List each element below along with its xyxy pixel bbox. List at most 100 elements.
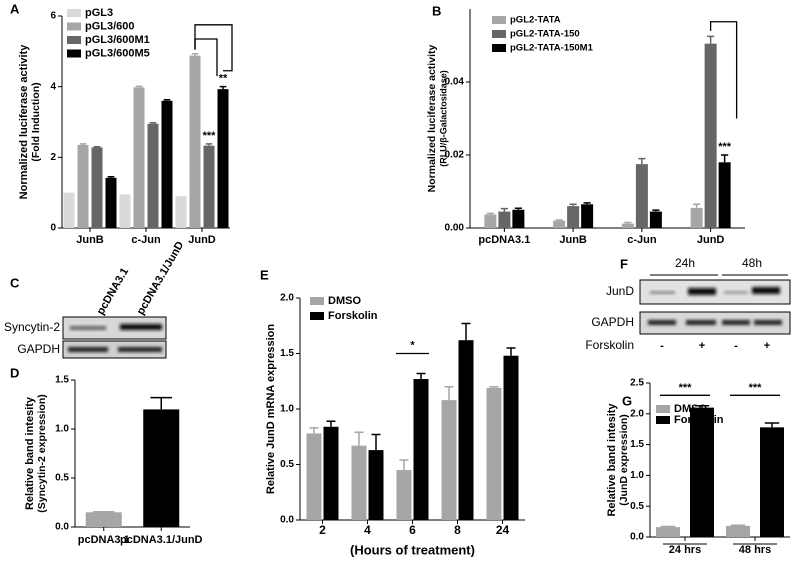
bar xyxy=(143,409,180,527)
annotation: * xyxy=(410,339,415,351)
legend-label: pGL3 xyxy=(85,7,113,19)
bar xyxy=(512,209,525,228)
bar xyxy=(486,387,502,520)
error-bar xyxy=(660,525,676,528)
y-tick-label: 1.0 xyxy=(280,404,294,415)
error-bar xyxy=(583,202,591,205)
y-tick-label: 0.5 xyxy=(55,473,69,484)
y-tick-label: 0.0 xyxy=(630,532,644,543)
band xyxy=(686,320,716,325)
band xyxy=(118,347,162,352)
y-axis-label: Relative band intesity xyxy=(24,396,36,510)
x-axis-label: (Hours of treatment) xyxy=(350,542,475,557)
y-axis-label: Normalized luciferase activity xyxy=(426,45,438,193)
bar xyxy=(63,192,75,228)
timepoint-label: 48h xyxy=(742,256,762,270)
error-bar xyxy=(730,524,746,527)
error-bar xyxy=(652,209,660,212)
error-bar xyxy=(514,207,522,210)
row-label: GAPDH xyxy=(17,342,60,356)
legend-label: Forskolin xyxy=(328,310,378,322)
row-label: Syncytin-2 xyxy=(4,320,60,334)
panel-letter: D xyxy=(10,365,19,380)
error-bar xyxy=(444,386,454,401)
x-tick-label: JunD xyxy=(697,234,725,246)
legend-swatch xyxy=(67,22,81,31)
legend-label: pGL3/600M1 xyxy=(85,34,150,46)
lane-sign: + xyxy=(764,340,770,352)
bar xyxy=(458,340,474,520)
legend-swatch xyxy=(492,30,506,38)
lane-sign: + xyxy=(699,340,705,352)
bar xyxy=(726,525,750,537)
lane-sign: - xyxy=(660,340,664,352)
bar xyxy=(161,100,173,228)
bar xyxy=(760,427,784,537)
y-tick-label: 0 xyxy=(50,223,56,234)
panel-letter: F xyxy=(620,256,628,271)
legend-label: Forskolin xyxy=(674,414,724,426)
error-bar xyxy=(500,207,508,212)
y-axis-label: (Syncytin-2 expression) xyxy=(36,394,48,512)
error-bar xyxy=(309,427,319,434)
y-tick-label: 1.0 xyxy=(55,424,69,435)
bar xyxy=(91,147,103,228)
band xyxy=(752,287,780,294)
y-tick-label: 2.0 xyxy=(280,293,294,304)
bracket xyxy=(709,21,738,119)
error-bar xyxy=(191,53,199,56)
band xyxy=(648,320,676,325)
blot-frame xyxy=(62,316,167,340)
y-tick-label: 1.5 xyxy=(280,348,294,359)
y-tick-label: 2.5 xyxy=(630,378,644,389)
bar xyxy=(105,177,117,228)
legend-swatch xyxy=(656,416,670,424)
lane-sign: - xyxy=(734,340,738,352)
error-bar xyxy=(569,203,577,207)
error-bar xyxy=(764,422,780,428)
bar xyxy=(484,214,497,228)
x-tick-label: JunB xyxy=(76,234,104,246)
x-tick-label: 48 hrs xyxy=(739,544,771,556)
legend-swatch xyxy=(492,44,506,52)
error-bar xyxy=(721,154,729,163)
x-tick-label: 24 hrs xyxy=(669,544,701,556)
annotation: ** xyxy=(219,73,228,85)
bar xyxy=(649,211,662,228)
x-tick-label: pcDNA3.1 xyxy=(478,234,530,246)
bar xyxy=(690,407,714,537)
y-tick-label: 1.5 xyxy=(630,439,644,450)
legend-swatch xyxy=(492,16,506,24)
blot-f: F 24h 48h JunD GAPDH Forskolin - + - + xyxy=(585,256,791,352)
error-bar xyxy=(149,121,157,124)
bar xyxy=(441,400,457,520)
y-tick-label: 0.00 xyxy=(445,223,465,234)
legend-swatch xyxy=(656,405,670,413)
legend-label: pGL2-TATA-150M1 xyxy=(510,43,594,54)
y-tick-label: 0.0 xyxy=(280,515,294,526)
bar xyxy=(189,55,201,228)
y-tick-label: 0.02 xyxy=(445,150,465,161)
band xyxy=(120,324,162,330)
lane-label: pcDNA3.1 xyxy=(95,266,131,317)
bar xyxy=(553,220,566,228)
bar xyxy=(396,470,412,520)
error-bar xyxy=(135,85,143,88)
y-tick-label: 4 xyxy=(50,81,56,92)
legend-swatch xyxy=(310,312,324,320)
bar xyxy=(133,87,145,228)
error-bar xyxy=(707,35,715,44)
panel-letter: C xyxy=(10,275,20,290)
bar xyxy=(85,512,122,527)
annotation: *** xyxy=(749,382,763,394)
y-tick-label: 0.04 xyxy=(445,77,465,88)
bar xyxy=(119,194,131,228)
bar xyxy=(503,355,519,520)
error-bar xyxy=(461,322,471,341)
error-bar xyxy=(399,459,409,471)
legend-label: pGL2-TATA-150 xyxy=(510,29,580,40)
x-tick-label: 2 xyxy=(319,523,326,537)
bar xyxy=(656,527,680,537)
legend-label: DMSO xyxy=(674,403,707,415)
